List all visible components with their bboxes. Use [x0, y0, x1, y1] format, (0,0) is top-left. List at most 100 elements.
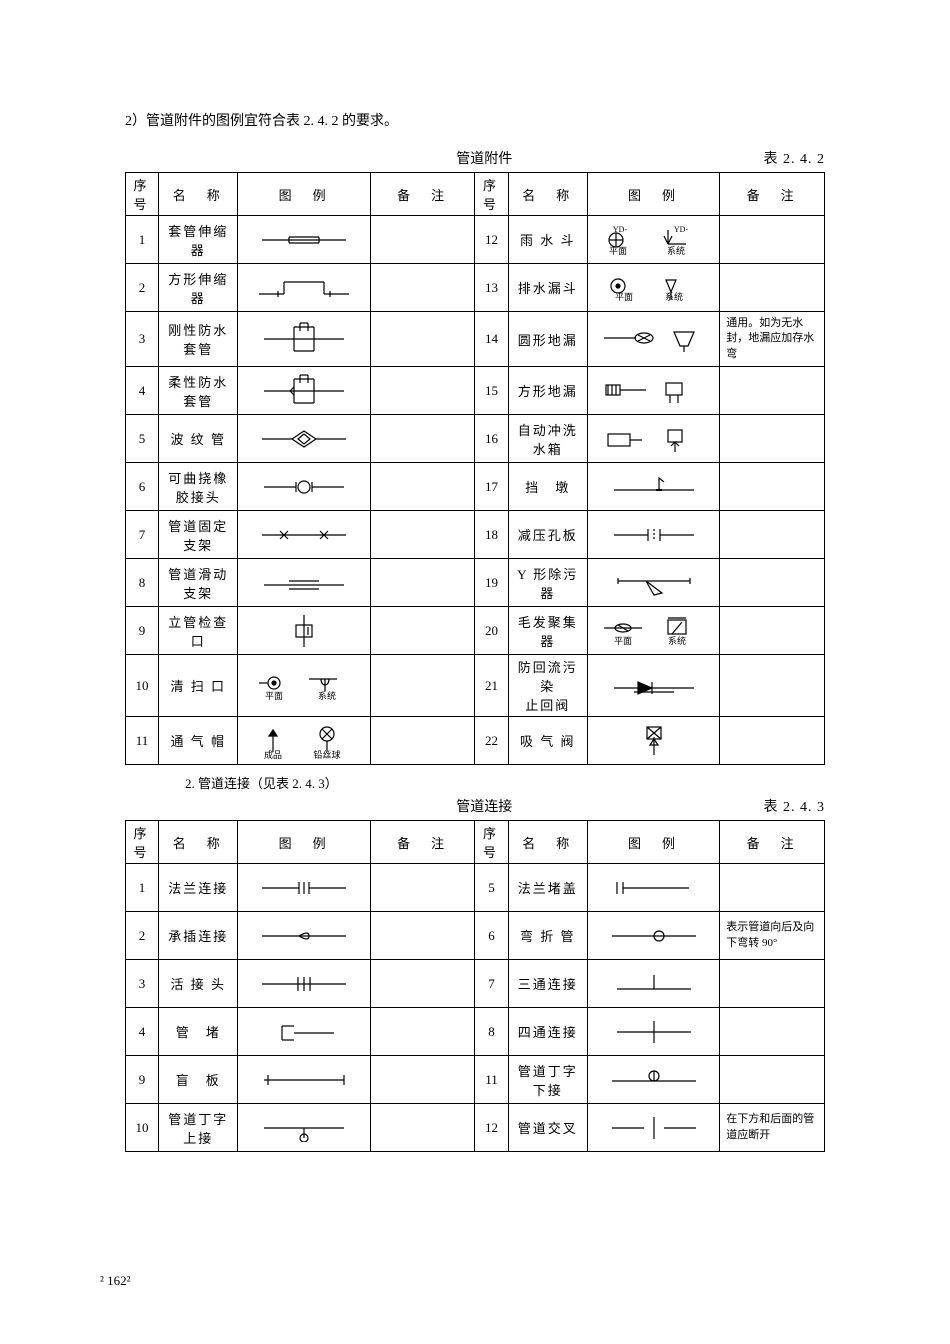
- symbol-cell: [587, 655, 719, 717]
- th: 序号: [126, 173, 159, 216]
- note-cell: [720, 415, 825, 463]
- name-cell: 管道固定支架: [159, 511, 238, 559]
- table-row: 9盲 板11管道丁字下接: [126, 1056, 825, 1104]
- note-cell: [370, 1104, 475, 1152]
- seq-cell: 15: [475, 367, 508, 415]
- note-cell: [370, 960, 475, 1008]
- symbol-cell: [587, 912, 719, 960]
- symbol-cell: [587, 864, 719, 912]
- note-cell: 通用。如为无水封，地漏应加存水弯: [720, 312, 825, 367]
- seq-cell: 6: [475, 912, 508, 960]
- table-row: 9立管检查口20毛发聚集器平面系统: [126, 607, 825, 655]
- note-cell: [720, 559, 825, 607]
- th: 图 例: [238, 173, 370, 216]
- name-cell: 管道丁字上接: [159, 1104, 238, 1152]
- note-cell: [370, 264, 475, 312]
- seq-cell: 3: [126, 312, 159, 367]
- table-row: 10清 扫 口平面系统21防回流污染止回阀: [126, 655, 825, 717]
- svg-text:系统: 系统: [668, 635, 686, 646]
- table-row: 10管道丁字上接12管道交叉在下方和后面的管道应断开: [126, 1104, 825, 1152]
- seq-cell: 21: [475, 655, 508, 717]
- note-cell: [370, 1008, 475, 1056]
- name-cell: 挡 墩: [508, 463, 587, 511]
- table-row: 4管 堵8四通连接: [126, 1008, 825, 1056]
- symbol-cell: 平面系统: [587, 607, 719, 655]
- name-cell: 清 扫 口: [159, 655, 238, 717]
- symbol-cell: [238, 1104, 370, 1152]
- svg-text:铅丝球: 铅丝球: [314, 749, 341, 760]
- seq-cell: 20: [475, 607, 508, 655]
- note-cell: [370, 216, 475, 264]
- seq-cell: 2: [126, 264, 159, 312]
- name-cell: 管道丁字下接: [508, 1056, 587, 1104]
- symbol-cell: [587, 717, 719, 765]
- table-row: 7管道固定支架18减压孔板: [126, 511, 825, 559]
- note-cell: [370, 912, 475, 960]
- note-cell: [370, 864, 475, 912]
- table1-title: 管道附件: [205, 148, 764, 168]
- table2: 序号 名 称 图 例 备 注 序号 名 称 图 例 备 注 1法兰连接5法兰堵盖…: [125, 820, 825, 1152]
- note-cell: [720, 607, 825, 655]
- seq-cell: 12: [475, 1104, 508, 1152]
- note-cell: [720, 960, 825, 1008]
- th: 备 注: [720, 173, 825, 216]
- symbol-cell: [587, 960, 719, 1008]
- seq-cell: 6: [126, 463, 159, 511]
- table-row: 4柔性防水套管15方形地漏: [126, 367, 825, 415]
- symbol-cell: 平面系统: [587, 264, 719, 312]
- name-cell: 方形伸缩器: [159, 264, 238, 312]
- seq-cell: 12: [475, 216, 508, 264]
- table-row: 11通 气 帽成品铅丝球22吸 气 阀: [126, 717, 825, 765]
- th: 名 称: [508, 821, 587, 864]
- table-row: 1套管伸缩器12雨 水 斗YD-平面YD-系统: [126, 216, 825, 264]
- th: 备 注: [370, 173, 475, 216]
- note-cell: [720, 1008, 825, 1056]
- symbol-cell: [238, 912, 370, 960]
- seq-cell: 8: [126, 559, 159, 607]
- svg-text:YD-: YD-: [613, 225, 628, 234]
- table1: 序号 名 称 图 例 备 注 序号 名 称 图 例 备 注 1套管伸缩器12雨 …: [125, 172, 825, 765]
- symbol-cell: [587, 367, 719, 415]
- seq-cell: 4: [126, 1008, 159, 1056]
- symbol-cell: [238, 1008, 370, 1056]
- symbol-cell: [238, 216, 370, 264]
- symbol-cell: [587, 415, 719, 463]
- name-cell: 承插连接: [159, 912, 238, 960]
- seq-cell: 2: [126, 912, 159, 960]
- name-cell: 波 纹 管: [159, 415, 238, 463]
- name-cell: 管道滑动支架: [159, 559, 238, 607]
- seq-cell: 10: [126, 655, 159, 717]
- th: 名 称: [159, 821, 238, 864]
- note-cell: [370, 1056, 475, 1104]
- name-cell: 可曲挠橡胶接头: [159, 463, 238, 511]
- page-number: ² 162²: [100, 1273, 131, 1289]
- seq-cell: 19: [475, 559, 508, 607]
- name-cell: 法兰连接: [159, 864, 238, 912]
- svg-text:平面: 平面: [615, 292, 633, 302]
- seq-cell: 4: [126, 367, 159, 415]
- seq-cell: 1: [126, 216, 159, 264]
- name-cell: 三通连接: [508, 960, 587, 1008]
- table-row: 3活 接 头7三通连接: [126, 960, 825, 1008]
- note-cell: [720, 463, 825, 511]
- symbol-cell: [238, 1056, 370, 1104]
- seq-cell: 9: [126, 1056, 159, 1104]
- table2-title: 管道连接: [205, 796, 764, 816]
- seq-cell: 17: [475, 463, 508, 511]
- seq-cell: 1: [126, 864, 159, 912]
- table-row: 6可曲挠橡胶接头 17挡 墩: [126, 463, 825, 511]
- name-cell: 管道交叉: [508, 1104, 587, 1152]
- seq-cell: 18: [475, 511, 508, 559]
- seq-cell: 5: [475, 864, 508, 912]
- symbol-cell: [238, 367, 370, 415]
- table1-title-row: 管道附件 表 2. 4. 2: [125, 148, 825, 168]
- name-cell: 刚性防水套管: [159, 312, 238, 367]
- table-row: 2承插连接6弯 折 管表示管道向后及向下弯转 90°: [126, 912, 825, 960]
- symbol-cell: [587, 1104, 719, 1152]
- seq-cell: 8: [475, 1008, 508, 1056]
- note-cell: [370, 415, 475, 463]
- svg-text:YD-: YD-: [674, 225, 689, 234]
- th: 序号: [475, 173, 508, 216]
- svg-text:系统: 系统: [318, 690, 336, 701]
- seq-cell: 14: [475, 312, 508, 367]
